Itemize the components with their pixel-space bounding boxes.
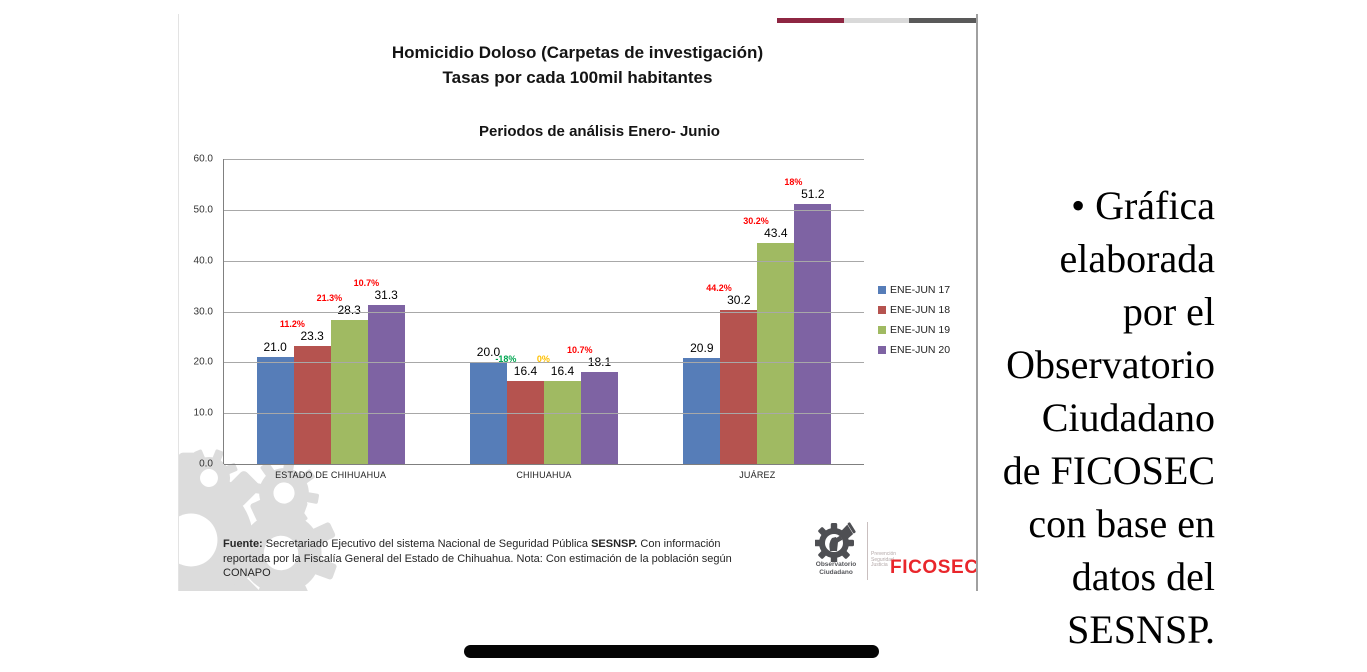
legend-label: ENE-JUN 18 [890, 304, 951, 316]
ficosec-logo-text: FICOSEC [890, 557, 978, 578]
bar-value-label: 20.9 [690, 340, 714, 355]
light-gray-segment [844, 18, 909, 23]
bar-ene-jun-17: 20.9 [683, 341, 721, 464]
bar-value-label: 31.3 [374, 287, 398, 302]
horizontal-scrollbar-thumb[interactable] [464, 645, 879, 658]
category-slot: 20.0 16.4 -18% 16.4 0% 18.1 10.7% CHIHUAHUA [437, 159, 650, 480]
y-tick-label: 40.0 [193, 255, 213, 267]
bar-value-label: 18.1 [587, 355, 612, 369]
bar-value-label: 16.4 [513, 363, 538, 378]
legend-swatch-icon [878, 326, 886, 334]
bar-group: 20.9 30.2 44.2% 43.4 30.2% 51.2 18% [683, 177, 832, 464]
pct-change-label: 18% [784, 176, 803, 187]
bar-group: 21.0 23.3 11.2% 28.3 21.3% 31.3 10.7% [256, 278, 405, 464]
bar-ene-jun-18: 23.3 11.2% [280, 319, 331, 464]
gridline [224, 362, 864, 364]
ficosec-tagline: Prevención Seguridad Justicia [871, 551, 897, 569]
maroon-segment [777, 18, 844, 23]
observatorio-ciudadano-logo-icon [815, 522, 856, 562]
gridline [224, 260, 864, 262]
legend-item: ENE-JUN 17 [878, 284, 950, 296]
source-note-bold: Fuente: [223, 538, 263, 550]
bar-value-label: 28.3 [337, 303, 361, 318]
y-tick-label: 10.0 [193, 407, 213, 419]
gridline [224, 209, 864, 211]
bar-value-label: 51.2 [801, 186, 825, 201]
pct-change-label: 44.2% [706, 283, 732, 294]
chart-subtitle: Periodos de análisis Enero- Junio [479, 123, 720, 140]
category-slot: 21.0 23.3 11.2% 28.3 21.3% 31.3 10.7% ESTADO DE… [224, 159, 437, 480]
bar-value-label: 16.4 [550, 363, 575, 378]
y-tick-label: 0.0 [199, 458, 213, 470]
pct-change-label: 30.2% [743, 216, 769, 227]
category-slot: 20.9 30.2 44.2% 43.4 30.2% 51.2 18% JUÁREZ [651, 159, 864, 480]
pct-change-label: 10.7% [566, 345, 593, 355]
source-note-bold: SESNSP. [591, 538, 638, 550]
gridline [224, 464, 864, 465]
bar-ene-jun-19: 16.4 0% [537, 354, 581, 464]
legend-item: ENE-JUN 18 [878, 304, 950, 316]
x-axis-label: ESTADO DE CHIHUAHUA [275, 470, 387, 480]
bar-value-label: 23.3 [300, 328, 324, 343]
legend-item: ENE-JUN 20 [878, 344, 950, 356]
legend-label: ENE-JUN 19 [890, 324, 951, 336]
y-tick-label: 30.0 [193, 306, 213, 317]
bar-value-label: 43.4 [764, 226, 788, 241]
category-slots: 21.0 23.3 11.2% 28.3 21.3% 31.3 10.7% ESTADO DE… [224, 159, 864, 480]
gridline [224, 311, 864, 313]
legend-swatch-icon [878, 306, 886, 314]
legend-item: ENE-JUN 19 [878, 324, 950, 336]
bar-ene-jun-19: 43.4 30.2% [743, 216, 795, 464]
bar-ene-jun-20: 18.1 10.7% [567, 345, 618, 464]
legend: ENE-JUN 17 ENE-JUN 18 ENE-JUN 19 ENE-JUN 20 [878, 284, 950, 356]
pct-change-label: 10.7% [353, 277, 380, 288]
side-note-text: • Gráfica elaborada por el Observatorio … [1002, 183, 1215, 652]
x-axis-label: JUÁREZ [739, 470, 776, 480]
bar-ene-jun-18: 16.4 -18% [495, 354, 544, 464]
pct-change-label: 0% [536, 353, 550, 364]
observatorio-word: Observatorio [815, 561, 857, 568]
y-tick-label: 60.0 [193, 153, 213, 165]
legend-swatch-icon [878, 286, 886, 294]
dark-gray-segment [909, 18, 976, 23]
tagline-line3: Justicia [871, 562, 888, 568]
plot-area: 21.0 23.3 11.2% 28.3 21.3% 31.3 10.7% ESTADO DE… [223, 159, 864, 480]
source-note: Fuente: Secretariado Ejecutivo del siste… [223, 537, 801, 581]
bar-ene-jun-20: 31.3 10.7% [354, 278, 405, 464]
slide: Homicidio Doloso (Carpetas de investigac… [178, 14, 978, 591]
bar-value-label: 30.2 [727, 293, 751, 308]
pct-change-label: -18% [495, 353, 517, 364]
ciudadano-word: Ciudadano [819, 568, 853, 576]
bar-group: 20.0 16.4 -18% 16.4 0% 18.1 10.7% [469, 345, 618, 464]
source-note-text: Secretariado Ejecutivo del sistema Nacio… [262, 538, 592, 550]
y-tick-label: 20.0 [193, 356, 213, 368]
logo-divider [867, 522, 868, 580]
legend-swatch-icon [878, 346, 886, 354]
gridline [224, 159, 864, 160]
bar-ene-jun-19: 28.3 21.3% [317, 293, 368, 464]
slide-top-accent-bars [179, 18, 976, 23]
legend-label: ENE-JUN 20 [890, 344, 951, 356]
bar-ene-jun-20: 51.2 18% [784, 177, 832, 464]
tagline-line2: Seguridad [871, 556, 894, 563]
chart-title: Homicidio Doloso (Carpetas de investigac… [179, 40, 976, 90]
bar-value-label: 20.0 [476, 345, 501, 360]
bar-ene-jun-18: 30.2 44.2% [706, 283, 758, 464]
pct-change-label: 11.2% [279, 318, 305, 329]
chart-title-line1: Homicidio Doloso (Carpetas de investigac… [391, 43, 764, 62]
bar-ene-jun-17: 21.0 [256, 340, 294, 464]
x-axis-label: CHIHUAHUA [516, 470, 572, 480]
y-axis-labels: 60.0 50.0 40.0 30.0 20.0 10.0 0.0 [179, 154, 219, 470]
observatorio-ciudadano-logo-text: Observatorio Ciudadano [805, 561, 867, 576]
tagline-line1: Prevención [871, 551, 897, 557]
legend-label: ENE-JUN 17 [890, 284, 951, 296]
pct-change-label: 21.3% [316, 293, 343, 304]
bar-value-label: 21.0 [263, 340, 287, 355]
gridline [224, 413, 864, 415]
chart-title-line2: Tasas por cada 100mil habitantes [442, 68, 713, 87]
y-tick-label: 50.0 [193, 204, 213, 216]
